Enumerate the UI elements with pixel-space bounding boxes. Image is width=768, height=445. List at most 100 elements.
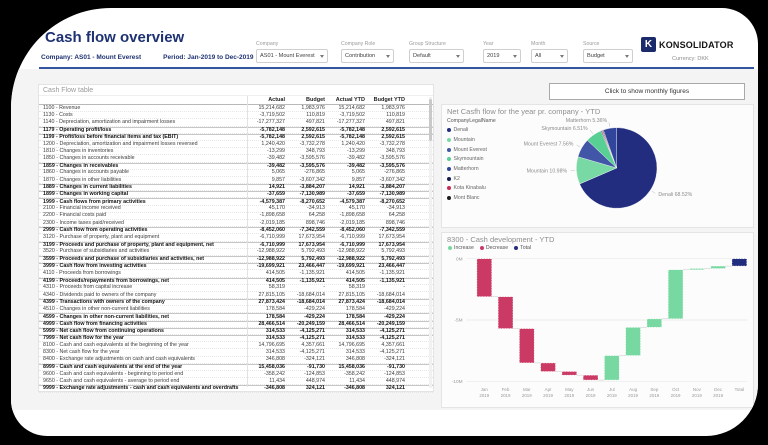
table-row[interactable]: 5999 - Net cash flow from continuing ope… xyxy=(39,327,433,335)
wf-bar-jun-2019[interactable] xyxy=(582,374,599,381)
legend-item-matterhorn[interactable]: Matterhorn xyxy=(447,164,496,174)
table-row[interactable]: 2100 - Financial income received 45,170 -3… xyxy=(39,205,433,213)
wf-bar-jul-2019[interactable] xyxy=(604,355,620,381)
pie-slice-matterhorn[interactable] xyxy=(603,127,617,169)
row-value: -1,898,658 xyxy=(259,212,285,219)
chevron-down-icon xyxy=(456,54,460,58)
table-row[interactable]: 3199 - Proceeds and purchase of property… xyxy=(39,241,433,249)
table-row[interactable]: 1850 - Changes in accounts receivable -39… xyxy=(39,154,433,163)
pie-label-leader xyxy=(590,129,593,134)
table-scrollbar-thumb[interactable] xyxy=(429,99,432,141)
table-row[interactable]: 1870 - Changes in other liabilities 9,857… xyxy=(39,176,433,185)
table-row[interactable]: 7999 - Net cash flow for the year 314,533… xyxy=(39,335,433,343)
row-value: -3,732,278 xyxy=(379,140,405,147)
filter-dropdown-year[interactable]: 2019 xyxy=(483,49,521,63)
legend-item-skymountain[interactable]: Skymountain xyxy=(447,155,496,165)
table-row[interactable]: 1179 - Operating profit/loss -5,782,148 2,… xyxy=(39,126,433,134)
row-value: 17,673,954 xyxy=(298,234,325,241)
table-row[interactable]: 4199 - Proceeds/repayments from borrowin… xyxy=(39,277,433,285)
legend-label: Mount Everest xyxy=(453,146,487,153)
table-row[interactable]: 1100 - Revenue 15,214,682 1,983,976 15,214,… xyxy=(39,105,433,113)
table-row[interactable]: 4110 - Proceeds from borrowings 414,505 -1… xyxy=(39,270,433,278)
table-row[interactable]: 1889 - Changes in current liabilities 14,… xyxy=(39,184,433,192)
wf-bar-mar-2019[interactable] xyxy=(519,328,535,364)
filter-dropdown-group-structure[interactable]: Default xyxy=(409,49,464,63)
table-scrollbar[interactable] xyxy=(429,97,432,388)
wf-legend-item-total[interactable]: Total xyxy=(514,245,531,251)
table-row[interactable]: 2300 - Income taxes paid/received -2,019,… xyxy=(39,220,433,228)
wf-bar-may-2019[interactable] xyxy=(561,371,578,376)
table-row[interactable]: 9600 - Cash and cash equivalents - begin… xyxy=(39,371,433,379)
row-value: -3,884,207 xyxy=(379,184,405,191)
table-row[interactable]: 8100 - Cash and cash equivalents at the … xyxy=(39,342,433,350)
x-tick-label: Feb 2019 xyxy=(501,387,511,398)
table-row[interactable]: 1140 - Depreciation, amortization and im… xyxy=(39,119,433,127)
row-value: -20,249,159 xyxy=(296,320,325,327)
table-row[interactable]: 4399 - Transactions with owners of the c… xyxy=(39,299,433,307)
report-subheader: Company: AS01 - Mount Everest Period: Jan… xyxy=(41,54,254,61)
table-row[interactable]: 4510 - Changes in other non-current liab… xyxy=(39,306,433,314)
cash-development-waterfall-panel: 8300 - Cash development - YTD Increase De… xyxy=(441,232,754,408)
row-value: -39,482 xyxy=(347,154,365,161)
wf-bar-sep-2019[interactable] xyxy=(646,318,663,328)
table-row[interactable]: 3999 - Cash flow from investing activiti… xyxy=(39,263,433,271)
row-value: 14,921 xyxy=(348,184,365,191)
wf-bar-nov-2019[interactable] xyxy=(689,268,705,271)
table-row[interactable]: 1999 - Cash flows from primary activitie… xyxy=(39,198,433,206)
x-tick-label: May 2019 xyxy=(564,387,574,398)
table-row[interactable]: 9650 - Cash and cash equivalents - avera… xyxy=(39,378,433,386)
show-monthly-figures-button[interactable]: Click to show monthly figures xyxy=(549,83,745,100)
table-row[interactable]: 1810 - Changes in inventories -13,299 348,… xyxy=(39,148,433,156)
table-row[interactable]: 3599 - Proceeds and purchase of subsidia… xyxy=(39,255,433,264)
table-row[interactable]: 8999 - Cash and cash equivalents at the … xyxy=(39,363,433,371)
filter-dropdown-company[interactable]: AS01 - Mount Everest xyxy=(256,49,328,63)
filter-dropdown-company-role[interactable]: Contribution xyxy=(341,49,394,63)
wf-bar-jan-2019[interactable] xyxy=(476,258,493,298)
filter-dropdown-month[interactable]: All xyxy=(531,49,568,63)
table-row[interactable]: 1899 - Changes in working capital -37,659… xyxy=(39,191,433,199)
table-row[interactable]: 4999 - Cash flow from financing activiti… xyxy=(39,320,433,328)
legend-item-denali[interactable]: Denali xyxy=(447,126,496,136)
wf-legend-item-decrease[interactable]: Decrease xyxy=(479,245,508,251)
table-row[interactable]: 1200 - Depreciation, amortization and im… xyxy=(39,140,433,149)
legend-item-mount-everest[interactable]: Mount Everest xyxy=(447,145,496,155)
row-value: -3,595,576 xyxy=(299,162,325,169)
filter-dropdown-source[interactable]: Budget xyxy=(583,49,633,63)
table-row[interactable]: 2200 - Financial costs paid -1,898,658 64,… xyxy=(39,212,433,220)
wf-bar-apr-2019[interactable] xyxy=(540,362,556,372)
wf-bar-total[interactable] xyxy=(731,258,748,267)
legend-item-mont-blanc[interactable]: Mont Blanc xyxy=(447,193,496,203)
table-row[interactable]: 3120 - Purchase of property, plant and e… xyxy=(39,234,433,242)
wf-bar-oct-2019[interactable] xyxy=(667,269,684,320)
legend-item-k2[interactable]: K2 xyxy=(447,174,496,184)
row-value: 9,857 xyxy=(271,176,285,183)
wf-legend-item-increase[interactable]: Increase xyxy=(448,245,474,251)
table-row[interactable]: 2999 - Cash flow from operating activiti… xyxy=(39,227,433,235)
table-row[interactable]: 8300 - Net cash flow for the year 314,533… xyxy=(39,349,433,357)
wf-bar-feb-2019[interactable] xyxy=(497,296,514,329)
row-value: 28,466,514 xyxy=(258,320,285,327)
table-row[interactable]: 9999 - Exchange rate adjustments - cash … xyxy=(39,385,433,393)
table-row[interactable]: 1130 - Costs -3,719,502 110,819 -3,719,502 1… xyxy=(39,112,433,120)
legend-item-kota-kinabalu[interactable]: Kota Kinabalu xyxy=(447,184,496,194)
row-value: 314,533 xyxy=(345,349,365,356)
table-row[interactable]: 4599 - Changes in other non-current liab… xyxy=(39,313,433,321)
table-row[interactable]: 4310 - Proceeds from capital increase 58,… xyxy=(39,284,433,292)
table-row[interactable]: 1860 - Changes in accounts payable 5,065 -… xyxy=(39,169,433,177)
table-row[interactable]: 1859 - Changes in receivables -39,482 -3,5… xyxy=(39,162,433,170)
row-label: 4999 - Cash flow from financing activiti… xyxy=(43,320,147,327)
legend-dot xyxy=(447,138,451,143)
table-row[interactable]: 8400 - Exchange rate adjustments on cash… xyxy=(39,356,433,364)
table-row[interactable]: 4340 - Dividends paid to owners of the c… xyxy=(39,292,433,300)
wf-bar-dec-2019[interactable] xyxy=(710,265,726,269)
table-row[interactable]: 3520 - Purchase of subsidiaries and acti… xyxy=(39,248,433,256)
row-value: -17,277,327 xyxy=(256,119,285,126)
row-value: - xyxy=(323,284,325,291)
konsolidator-logo-text: KONSOLIDATOR xyxy=(659,39,734,50)
waterfall-chart-title: 8300 - Cash development - YTD xyxy=(447,235,555,244)
wf-bar-aug-2019[interactable] xyxy=(625,327,641,356)
legend-item-mountain[interactable]: Mountain xyxy=(447,135,496,145)
table-row[interactable]: 1199 - Profit/loss before financial item… xyxy=(39,133,433,141)
pie-slice-denali[interactable] xyxy=(579,127,658,209)
row-value: 5,792,493 xyxy=(301,256,325,263)
